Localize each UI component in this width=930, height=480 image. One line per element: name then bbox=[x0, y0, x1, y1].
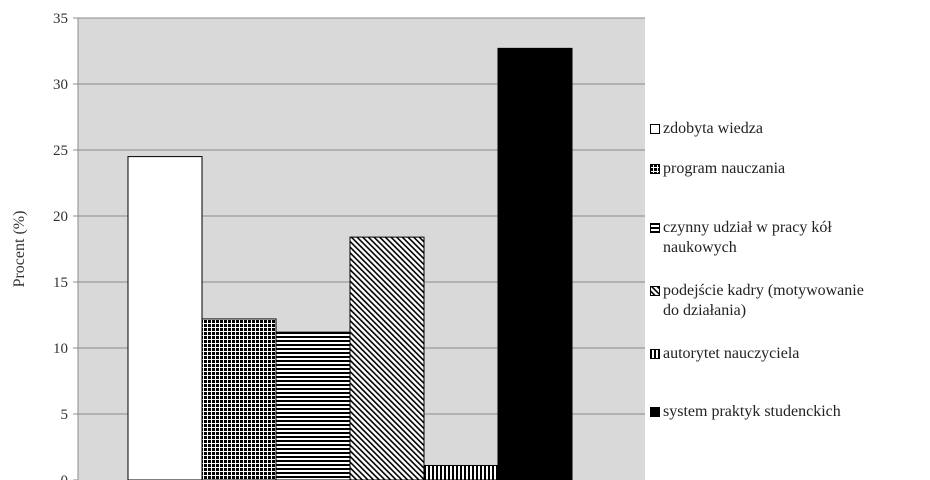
legend-item-czynny-udzial: czynny udział w pracy kół naukowych bbox=[650, 218, 925, 258]
legend-item-podejscie-kadry: podejście kadry (motywowanie do działani… bbox=[650, 281, 925, 321]
bar-dots bbox=[201, 318, 277, 480]
bar-diagonal-stripes bbox=[349, 236, 425, 480]
y-tick-label: 25 bbox=[53, 143, 68, 159]
legend-label-line1: podejście kadry (motywowanie bbox=[663, 282, 864, 299]
legend-item-system-praktyk: system praktyk studenckich bbox=[650, 402, 925, 422]
y-tick-label: 0 bbox=[61, 473, 69, 480]
legend-item-zdobyta-wiedza: zdobyta wiedza bbox=[650, 119, 925, 139]
legend-label: podejście kadry (motywowanie do działani… bbox=[663, 281, 864, 321]
legend-label: autorytet nauczyciela bbox=[663, 345, 800, 362]
bar-white bbox=[127, 156, 203, 480]
y-tick-label: 15 bbox=[53, 275, 68, 291]
legend-swatch-diagonal-stripes bbox=[650, 286, 660, 296]
legend-swatch-dots bbox=[650, 164, 660, 174]
legend-label: system praktyk studenckich bbox=[663, 403, 841, 420]
bar-horizontal-stripes bbox=[275, 331, 351, 480]
y-tick-label: 5 bbox=[61, 407, 69, 423]
legend-label-line2: naukowych bbox=[663, 239, 737, 256]
y-tick-label: 30 bbox=[53, 77, 68, 93]
y-tick-label: 10 bbox=[53, 341, 68, 357]
bar-chart: 0 5 10 15 20 25 30 35 Procent (%) bbox=[11, 11, 645, 480]
y-tick-label: 20 bbox=[53, 209, 68, 225]
legend: zdobyta wiedza program nauczania czynny … bbox=[650, 0, 930, 480]
legend-swatch-white bbox=[650, 124, 660, 134]
legend-item-autorytet-nauczyciela: autorytet nauczyciela bbox=[650, 344, 925, 364]
legend-label: program nauczania bbox=[663, 160, 786, 177]
legend-swatch-horizontal-stripes bbox=[650, 223, 660, 233]
legend-label: czynny udział w pracy kół naukowych bbox=[663, 218, 832, 258]
y-tick-label: 35 bbox=[53, 11, 68, 27]
bar-vertical-stripes bbox=[423, 464, 499, 480]
legend-swatch-vertical-stripes bbox=[650, 349, 660, 359]
legend-swatch-black bbox=[650, 407, 660, 417]
legend-item-program-nauczania: program nauczania bbox=[650, 159, 925, 179]
legend-label-line2: do działania) bbox=[663, 302, 747, 319]
bar-black bbox=[497, 47, 573, 480]
legend-label-line1: czynny udział w pracy kół bbox=[663, 219, 832, 236]
y-axis-title: Procent (%) bbox=[11, 211, 28, 288]
legend-label: zdobyta wiedza bbox=[663, 120, 763, 137]
